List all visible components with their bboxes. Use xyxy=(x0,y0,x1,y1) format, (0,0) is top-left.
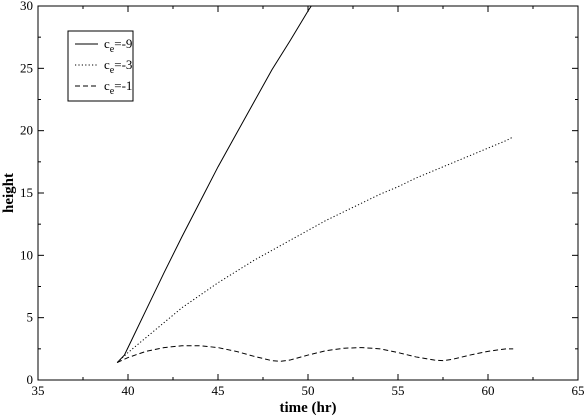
legend-label-value: =-9 xyxy=(114,36,132,51)
legend-label-value: =-3 xyxy=(114,57,132,72)
y-tick-label: 20 xyxy=(20,123,33,138)
legend-label-main: c xyxy=(104,36,110,51)
legend-label-main: c xyxy=(104,78,110,93)
y-tick-label: 0 xyxy=(27,372,34,387)
y-tick-label: 10 xyxy=(20,247,33,262)
x-tick-label: 45 xyxy=(212,383,225,398)
legend-label: ce=-9 xyxy=(104,36,132,55)
legend-label-main: c xyxy=(104,57,110,72)
y-axis-label: height xyxy=(1,173,17,213)
legend-label-subscript: e xyxy=(110,86,115,97)
legend-label-subscript: e xyxy=(110,44,115,55)
y-tick-label: 30 xyxy=(20,0,33,13)
legend-label-subscript: e xyxy=(110,65,115,76)
x-axis-label: time (hr) xyxy=(279,400,336,416)
legend-label: ce=-1 xyxy=(104,78,132,97)
legend-box xyxy=(67,30,134,102)
y-tick-label: 15 xyxy=(20,185,33,200)
x-tick-label: 55 xyxy=(392,383,405,398)
y-tick-label: 5 xyxy=(27,310,34,325)
x-tick-label: 40 xyxy=(122,383,135,398)
y-tick-label: 25 xyxy=(20,60,33,75)
series-line-minus3 xyxy=(116,136,514,363)
x-tick-label: 60 xyxy=(482,383,495,398)
axis-ticks xyxy=(37,5,579,381)
legend: ce=-9ce=-3ce=-1 xyxy=(67,30,134,102)
series-line-minus1 xyxy=(116,345,514,364)
legend-items: ce=-9ce=-3ce=-1 xyxy=(75,36,132,97)
axis-tick-labels: 35 40 45 50 55 60 65 0 5 10 15 20 25 30 xyxy=(20,0,585,398)
legend-label: ce=-3 xyxy=(104,57,132,76)
legend-label-value: =-1 xyxy=(114,78,132,93)
series-layer xyxy=(116,6,514,364)
x-tick-label: 65 xyxy=(572,383,585,398)
series-line-minus9 xyxy=(116,6,312,363)
x-tick-label: 35 xyxy=(32,383,45,398)
x-tick-label: 50 xyxy=(302,383,315,398)
